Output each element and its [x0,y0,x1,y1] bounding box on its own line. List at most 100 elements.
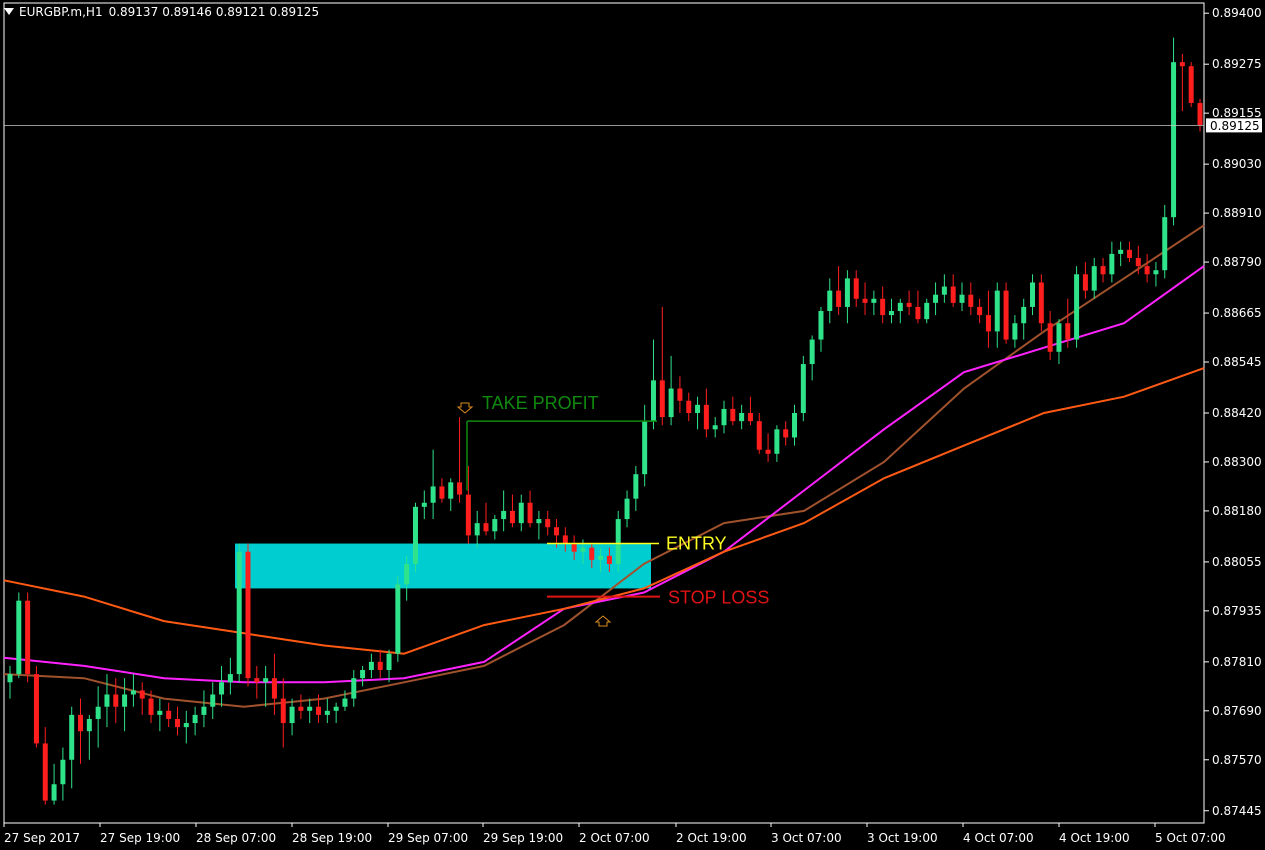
moving-average-line-3 [3,367,1205,655]
bull-candle [360,670,366,679]
bull-candle [492,519,498,532]
y-tick-label: 0.88420 [1212,406,1262,420]
bear-candle [1047,323,1053,352]
bull-candle [51,784,57,801]
bull-candle [871,298,877,303]
bull-candle [395,584,401,654]
bear-candle [1003,290,1009,340]
bull-candle [897,302,903,312]
current-price-tag [1206,118,1262,133]
bull-candle [580,547,586,552]
bear-candle [589,547,595,560]
bear-candle [113,694,119,707]
bear-candle [659,380,665,418]
bull-candle [368,661,374,671]
bear-candle [33,674,39,744]
moving-average-line-1 [3,224,1205,708]
bull-candle [404,563,410,585]
bull-candle [924,302,930,320]
bear-candle [174,718,180,728]
bull-candle [130,690,136,695]
bear-candle [78,714,84,732]
x-tick-label: 2 Oct 19:00 [676,831,747,845]
bull-candle [1074,274,1080,340]
bull-candle [219,682,225,695]
bear-candle [25,600,31,675]
bull-candle [1056,323,1062,352]
bull-candle [236,551,242,675]
bull-candle [844,278,850,307]
candles-group [7,37,1203,805]
bear-candle [166,710,172,719]
bull-candle [1030,282,1036,307]
low-value: 0.89121 [215,5,266,19]
x-axis: 27 Sep 2017 27 Sep 19:00 28 Sep 07:00 28 Se… [3,823,1226,845]
bull-candle [536,519,542,524]
bear-candle [139,690,145,699]
current-price-label: 0.89125 [1210,119,1260,133]
bear-candle [1065,323,1071,340]
bear-candle [465,494,471,536]
bull-candle [430,486,436,503]
bull-candle [342,698,348,707]
bull-candle [386,653,392,671]
bear-candle [1135,257,1141,267]
bull-candle [739,413,745,422]
bear-candle [562,535,568,544]
bear-candle [906,302,912,307]
bear-candle [545,519,551,528]
bear-candle [245,551,251,679]
bull-candle [818,311,824,340]
down-arrow-icon [456,402,474,414]
bull-candle [201,706,207,715]
bull-candle [16,600,22,675]
x-tick-label: 4 Oct 19:00 [1059,831,1130,845]
bear-candle [271,678,277,699]
symbol-label: EURGBP.m,H1 [19,5,103,19]
entry-zone-rect [235,543,651,589]
bull-candle [307,706,313,711]
bear-candle [730,408,736,422]
bear-candle [1038,282,1044,324]
bear-candle [1197,102,1203,126]
bull-candle [941,286,947,295]
y-tick-label: 0.89400 [1212,6,1262,20]
bull-candle [721,408,727,426]
bull-candle [289,706,295,724]
stop-loss-label: STOP LOSS [668,588,769,608]
bull-candle [633,474,639,499]
bull-candle [183,723,189,728]
bull-candle [263,678,269,683]
bear-candle [42,743,48,801]
bull-candle [650,380,656,422]
y-tick-label: 0.88300 [1212,455,1262,469]
bear-candle [483,523,489,532]
x-tick-label: 3 Oct 07:00 [771,831,842,845]
y-tick-label: 0.87570 [1212,753,1262,767]
bull-candle [712,425,718,430]
bull-candle [888,311,894,316]
bull-candle [69,714,75,760]
y-tick-label: 0.87810 [1212,655,1262,669]
bull-candle [933,294,939,303]
bear-candle [686,400,692,413]
bear-candle [298,706,304,711]
bear-candle [985,315,991,332]
x-tick-label: 4 Oct 07:00 [963,831,1034,845]
x-tick-label: 28 Sep 07:00 [196,831,276,845]
bull-candle [1162,217,1168,271]
bull-candle [774,429,780,454]
bear-candle [457,482,463,495]
x-tick-label: 3 Oct 19:00 [867,831,938,845]
bull-candle [421,502,427,507]
dropdown-triangle-icon[interactable] [4,8,14,15]
bear-candle [756,421,762,450]
bull-candle [60,759,66,785]
bear-candle [880,298,886,316]
bear-candle [703,404,709,430]
bull-candle [1021,306,1027,324]
bull-candle [324,710,330,715]
bear-candle [853,278,859,299]
bull-candle [157,710,163,715]
